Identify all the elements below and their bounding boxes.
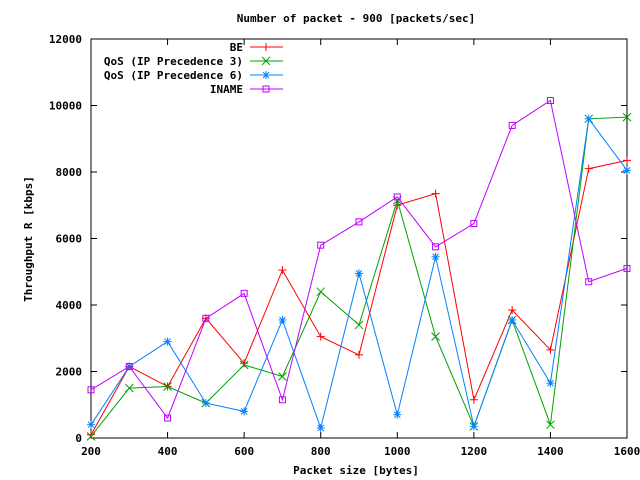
x-tick-label: 200 xyxy=(81,445,101,458)
data-point xyxy=(278,372,287,381)
series-line xyxy=(90,99,628,420)
data-point xyxy=(317,241,325,249)
legend-label: QoS (IP Precedence 3) xyxy=(104,55,243,68)
data-point xyxy=(431,332,440,341)
data-point xyxy=(164,414,172,422)
x-axis-label: Packet size [bytes] xyxy=(293,464,419,477)
y-tick-label: 6000 xyxy=(56,233,83,246)
y-tick-label: 2000 xyxy=(56,366,83,379)
data-point xyxy=(163,337,172,346)
data-point xyxy=(469,395,478,404)
series-1 xyxy=(87,156,631,439)
series-4 xyxy=(87,97,631,422)
axis-ticks: 200 400 600 800 1000 1200 1400 1600 0 2000 4000 600… xyxy=(49,33,640,458)
y-tick-label: 10000 xyxy=(49,100,82,113)
data-point xyxy=(585,278,593,286)
data-point xyxy=(584,114,593,123)
data-point xyxy=(240,289,248,297)
data-point xyxy=(316,332,325,341)
data-point xyxy=(355,269,363,278)
data-point xyxy=(202,314,210,322)
data-point xyxy=(622,112,632,122)
y-axis-label: Throughput R [kbps] xyxy=(22,176,35,302)
y-tick-label: 8000 xyxy=(56,166,83,179)
data-point xyxy=(546,97,554,105)
x-tick-label: 1600 xyxy=(614,445,640,458)
plot-frame xyxy=(90,38,628,439)
data-point xyxy=(355,218,363,226)
data-point xyxy=(546,379,555,388)
data-point xyxy=(623,156,631,165)
data-point xyxy=(124,383,134,393)
legend-marker xyxy=(262,71,270,79)
data-point xyxy=(87,430,95,439)
x-tick-label: 1400 xyxy=(537,445,564,458)
data-point xyxy=(355,350,363,359)
data-point xyxy=(239,360,249,370)
data-point xyxy=(393,410,402,419)
series-line xyxy=(90,159,628,435)
data-point xyxy=(316,424,325,433)
data-point xyxy=(278,266,287,275)
data-point xyxy=(393,201,402,210)
data-point xyxy=(125,363,133,371)
data-point xyxy=(354,320,364,330)
data-point xyxy=(240,407,249,416)
data-point xyxy=(86,431,96,441)
data-point xyxy=(87,420,95,429)
data-point xyxy=(432,243,440,251)
y-tick-label: 4000 xyxy=(56,299,83,312)
data-point xyxy=(278,396,286,404)
data-point xyxy=(201,399,210,408)
series-group xyxy=(86,97,632,441)
y-tick-label: 12000 xyxy=(49,33,82,46)
x-tick-label: 800 xyxy=(311,445,331,458)
y-tick-label: 0 xyxy=(75,432,82,445)
chart-title: Number of packet - 900 [packets/sec] xyxy=(237,12,475,25)
data-point xyxy=(431,252,440,261)
data-point xyxy=(508,121,516,129)
data-point xyxy=(240,359,249,368)
data-point xyxy=(546,345,555,354)
data-point xyxy=(316,287,326,297)
data-point xyxy=(278,315,287,324)
legend-marker xyxy=(261,56,271,66)
data-point xyxy=(393,193,401,201)
legend-label: BE xyxy=(230,41,243,54)
data-point xyxy=(87,386,95,394)
data-point xyxy=(508,315,517,324)
data-point xyxy=(546,420,555,430)
series-3 xyxy=(87,114,631,433)
x-tick-label: 1000 xyxy=(384,445,411,458)
legend-label: QoS (IP Precedence 6) xyxy=(104,69,243,82)
data-point xyxy=(623,264,631,272)
data-point xyxy=(623,166,631,175)
data-point xyxy=(584,164,593,173)
legend-marker xyxy=(262,85,270,93)
data-point xyxy=(508,305,517,314)
x-tick-label: 400 xyxy=(158,445,178,458)
x-tick-label: 1200 xyxy=(461,445,488,458)
data-point xyxy=(469,422,478,431)
data-point xyxy=(431,189,440,198)
data-point xyxy=(470,220,478,228)
x-tick-label: 600 xyxy=(234,445,254,458)
legend-label: INAME xyxy=(210,83,243,96)
legend-marker xyxy=(262,43,270,51)
data-point xyxy=(163,382,172,391)
